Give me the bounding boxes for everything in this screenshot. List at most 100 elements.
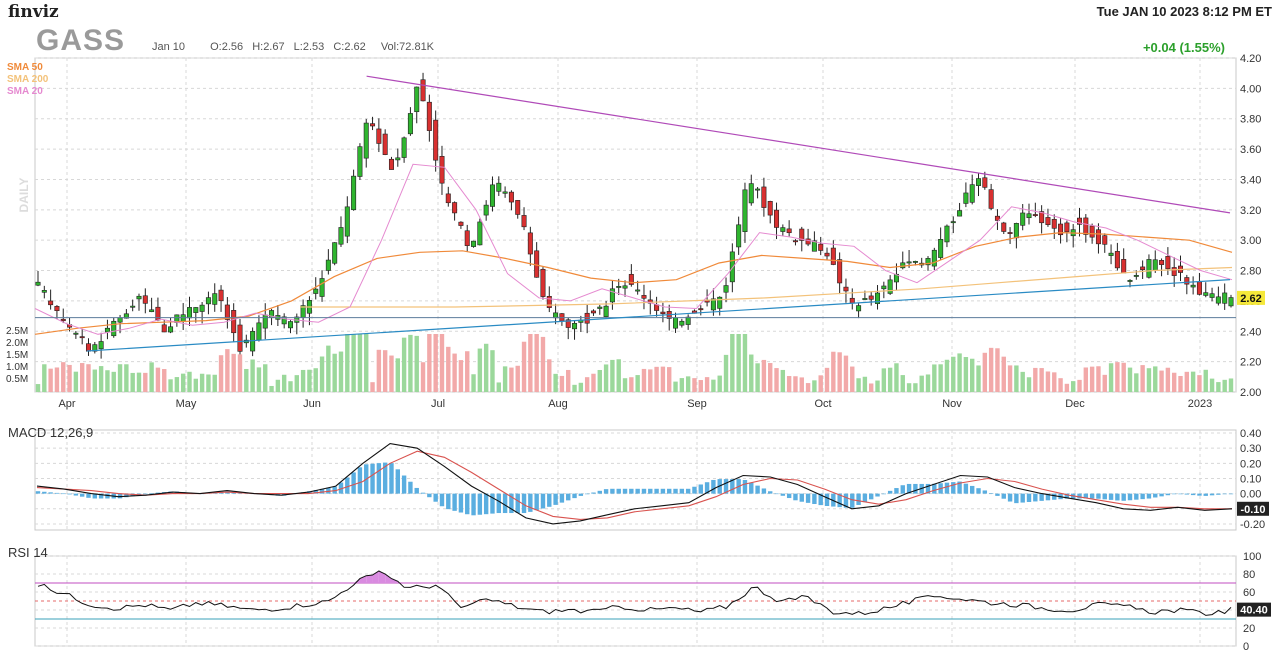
candle-up (35, 281, 41, 286)
trendline (366, 75, 1231, 214)
volume-bar (957, 353, 962, 392)
volume-bar (288, 381, 293, 392)
volume-bar (932, 364, 937, 392)
volume-bar (1108, 363, 1114, 392)
volume-bar (193, 378, 199, 392)
macd-histogram-bar (496, 493, 501, 514)
legend-sma50: SMA 50 (7, 62, 43, 73)
candle-up (856, 305, 862, 312)
candle-down (590, 310, 596, 314)
macd-histogram-bar (648, 488, 653, 494)
candle-up (553, 312, 559, 319)
candle-down (792, 240, 798, 243)
volume-bar (250, 359, 255, 392)
period-label: DAILY (17, 178, 31, 213)
macd-histogram-bar (963, 483, 969, 494)
candle-up (123, 313, 129, 319)
volume-bar (951, 356, 956, 392)
candle-up (616, 286, 622, 288)
candle-up (1146, 259, 1152, 278)
volume-bar (439, 334, 445, 392)
candle-up (186, 307, 192, 319)
candle-up (136, 295, 142, 300)
volume-bar (584, 377, 590, 392)
candle-down (761, 186, 767, 208)
finviz-logo[interactable]: finviz (8, 2, 59, 22)
candle-down (1121, 259, 1127, 274)
volume-bar (976, 365, 981, 392)
candle-down (546, 295, 552, 308)
month-tick-label: Oct (814, 398, 831, 410)
price-tick-label: 3.40 (1240, 174, 1261, 186)
volume-bar (805, 383, 811, 392)
rsi-panel: 10080604020040.40 (34, 551, 1271, 653)
candle-down (565, 319, 571, 328)
candle-up (287, 321, 293, 329)
volume-bar (648, 369, 653, 392)
macd-histogram-bar (749, 482, 754, 494)
candle-down (79, 336, 85, 339)
volume-bar (294, 375, 299, 392)
macd-histogram-bar (1146, 493, 1152, 499)
volume-bar (837, 352, 842, 392)
volume-bar (1159, 370, 1164, 392)
price-tick-label: 3.20 (1240, 205, 1261, 217)
volume-bar (736, 334, 741, 392)
volume-bar (73, 371, 79, 392)
candle-down (231, 310, 237, 334)
macd-histogram-bar (427, 493, 432, 498)
macd-tick-label: 0.20 (1240, 458, 1261, 470)
macd-histogram-bar (925, 483, 931, 494)
candle-down (1083, 217, 1089, 235)
candle-up (199, 304, 205, 312)
volume-bar (597, 369, 602, 392)
macd-histogram-bar (755, 485, 760, 494)
month-tick-label: Dec (1065, 398, 1085, 410)
candle-up (811, 240, 817, 252)
volume-bar (1190, 371, 1196, 392)
macd-histogram-bar (1203, 493, 1208, 496)
candle-up (748, 183, 754, 204)
rsi-last-marker (1237, 602, 1271, 617)
volume-bar (856, 378, 861, 392)
candle-up (736, 224, 742, 248)
macd-histogram-bar (408, 481, 413, 494)
macd-histogram-bar (1159, 493, 1164, 497)
volume-bar (755, 363, 760, 392)
candle-down (767, 201, 773, 216)
volume-bar (1222, 379, 1227, 392)
macd-histogram-bar (730, 479, 735, 494)
macd-histogram-bar (465, 493, 470, 515)
candle-down (641, 295, 647, 299)
macd-histogram-bar (117, 493, 123, 499)
volume-bar (540, 336, 546, 392)
macd-histogram-bar (528, 493, 533, 512)
volume-bar (54, 367, 60, 392)
candle-down (458, 221, 464, 226)
macd-histogram-bar (534, 493, 539, 511)
macd-histogram-bar (622, 488, 628, 494)
macd-histogram-bar (420, 492, 426, 494)
candle-down (420, 79, 426, 102)
candle-up (717, 296, 723, 309)
macd-histogram-bar (906, 483, 912, 494)
candle-up (685, 316, 691, 325)
candle-down (433, 119, 439, 161)
month-tick-label: Apr (58, 398, 75, 410)
candle-up (912, 260, 918, 263)
macd-histogram-bar (591, 492, 596, 494)
ohlc-readout: Jan 10 O:2.56 H:2.67 L:2.53 C:2.62 Vol:7… (152, 41, 440, 53)
macd-histogram-bar (155, 492, 161, 494)
volume-bar (1121, 362, 1126, 392)
volume-bar (502, 366, 508, 392)
macd-histogram-bar (483, 493, 489, 515)
candle-down (1102, 235, 1108, 245)
volume-bar (490, 350, 495, 392)
volume-bar (1020, 371, 1025, 392)
candle-down (382, 133, 388, 155)
candle-down (786, 228, 792, 234)
candle-up (1133, 275, 1139, 277)
volume-bar (818, 375, 823, 392)
volume-bar (338, 351, 344, 392)
price-tick-label: 2.20 (1240, 357, 1261, 369)
